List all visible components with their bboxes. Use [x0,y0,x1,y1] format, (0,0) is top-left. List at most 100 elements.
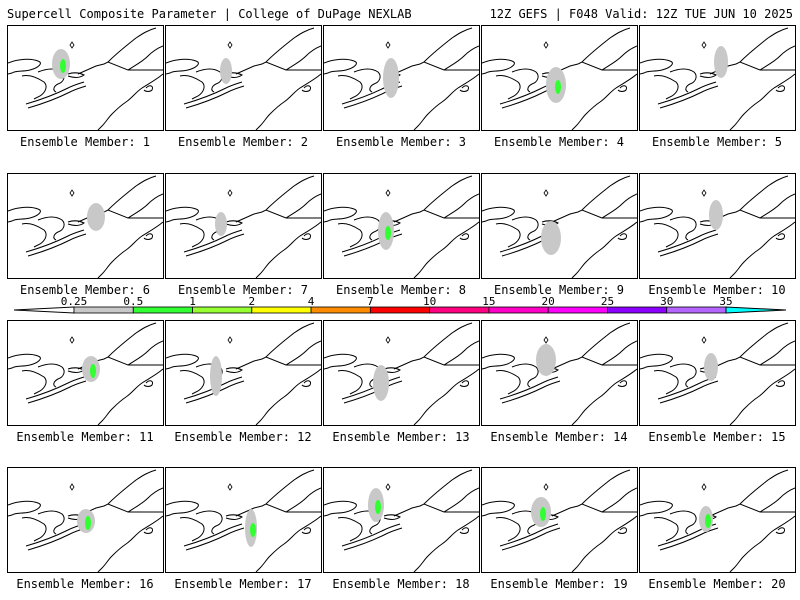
coastline [423,27,473,63]
coastline [775,380,785,387]
coastline [25,376,85,400]
member-map-panel [639,173,796,279]
run-valid-time: 12Z GEFS | F048 Valid: 12Z TUE JUN 10 20… [489,7,793,21]
coastline [183,376,243,400]
coastline [393,503,479,517]
coastline [601,340,637,366]
coastline [77,61,163,75]
coastline [482,58,515,75]
coastline [775,85,785,92]
coastline [225,514,243,520]
coastline [571,515,637,572]
member-map [8,175,163,278]
coastline [97,221,163,278]
coastline [301,527,311,534]
member-map [166,175,321,278]
island-marker [543,336,549,344]
coastline [337,223,363,248]
member-label: Ensemble Member: 9 [493,283,625,297]
coastline [301,380,311,387]
island-marker [701,41,707,49]
coastline [443,45,479,71]
member-label: Ensemble Member: 7 [177,283,309,297]
member-map-panel [7,173,164,279]
coastline [337,517,363,542]
scp-area-mid [385,226,391,240]
scp-area-low [87,203,105,231]
member-map [166,27,321,130]
coastline [265,322,315,358]
coastline [255,368,321,425]
coastline [581,175,631,211]
coastline [353,510,381,535]
coastline [21,75,47,100]
coastline [659,85,719,109]
coastline [143,380,153,387]
member-map [166,322,321,425]
island-marker [385,483,391,491]
coastline [653,517,679,542]
coastline [225,220,243,226]
coastline [27,527,87,551]
coastline [27,85,87,109]
coastline [285,45,321,71]
coastline [383,514,401,520]
color-swatch [607,306,668,314]
coastline [383,367,401,373]
coastline [659,233,719,257]
scp-area-low [373,365,389,401]
member-map [166,469,321,572]
coastline [8,58,41,75]
coastline [729,515,795,572]
coastline [183,523,243,547]
member-label: Ensemble Member: 3 [335,135,467,149]
member-map [640,175,795,278]
coastline [179,517,205,542]
coastline [179,75,205,100]
color-scale-label: 2 [248,295,256,308]
scp-area-low [536,344,556,376]
coastline [423,322,473,358]
coastline [775,233,785,240]
scp-area-low [220,58,232,84]
member-map-panel [481,25,638,131]
coastline [97,368,163,425]
coastline [571,368,637,425]
island-marker [385,189,391,197]
color-swatch [310,306,371,314]
coastline [67,367,85,373]
scp-area-low [541,221,561,255]
scp-area-mid [90,364,96,378]
map-title: Supercell Composite Parameter | College … [7,7,412,21]
member-label: Ensemble Member: 18 [332,577,470,591]
member-map-panel [7,25,164,131]
coastline [739,322,789,358]
coastline [185,527,245,551]
color-scale-bar [13,306,787,314]
coastline [709,356,795,370]
member-map [482,175,637,278]
color-swatch [429,306,490,314]
coastline [21,223,47,248]
scp-area-low [709,200,723,230]
member-label: Ensemble Member: 13 [332,430,470,444]
coastline [127,193,163,219]
coastline [324,206,357,223]
island-marker [69,336,75,344]
island-marker [385,336,391,344]
member-map [482,322,637,425]
scp-area-mid [555,80,561,94]
coastline [443,487,479,513]
coastline [571,221,637,278]
coastline [343,527,403,551]
coastline [581,27,631,63]
color-swatch [251,306,312,314]
coastline [459,233,469,240]
coastline [183,81,243,105]
coastline [67,72,85,78]
coastline [265,27,315,63]
coastline [499,523,559,547]
coastline [37,510,65,535]
member-label: Ensemble Member: 14 [490,430,628,444]
member-label: Ensemble Member: 17 [174,577,312,591]
